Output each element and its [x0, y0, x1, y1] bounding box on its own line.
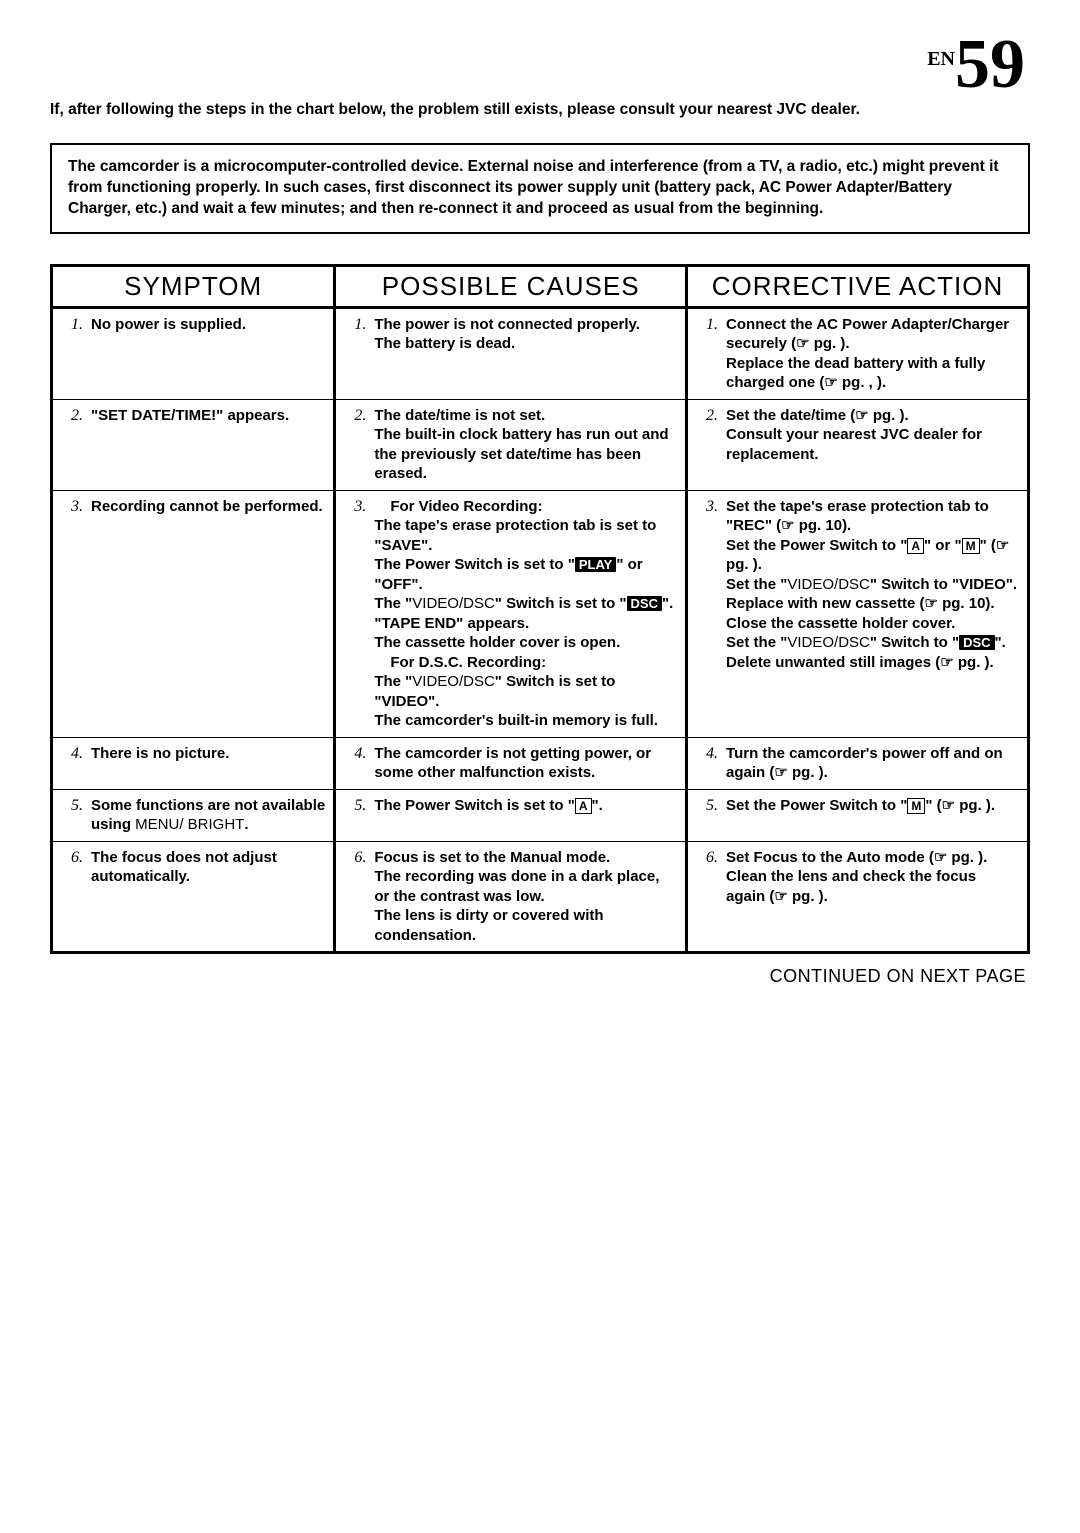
row-number: 2.: [690, 406, 726, 465]
header-action: CORRECTIVE ACTION: [687, 265, 1029, 307]
cell-body: The focus does not adjust automatically.: [91, 848, 331, 887]
table-row: 6.The focus does not adjust automaticall…: [52, 841, 1029, 953]
row-number: 3.: [338, 497, 374, 731]
header-symptom: SYMPTOM: [52, 265, 335, 307]
footer-continued: CONTINUED ON NEXT PAGE: [50, 966, 1030, 987]
cell-body: Recording cannot be performed.: [91, 497, 331, 518]
cell-body: There is no picture.: [91, 744, 331, 765]
cell-body: Some functions are not available using M…: [91, 796, 331, 835]
table-cell: 5.Some functions are not available using…: [52, 789, 335, 841]
row-number: 5.: [690, 796, 726, 817]
notice-box: The camcorder is a microcomputer-control…: [50, 143, 1030, 234]
table-cell: 2.Set the date/time (☞ pg. ).Consult you…: [687, 399, 1029, 490]
cell-body: Focus is set to the Manual mode.The reco…: [374, 848, 683, 946]
table-cell: 5.The Power Switch is set to "A".: [335, 789, 687, 841]
table-cell: 6.Set Focus to the Auto mode (☞ pg. ).Cl…: [687, 841, 1029, 953]
intro-text: If, after following the steps in the cha…: [50, 100, 1030, 121]
troubleshoot-table: SYMPTOM POSSIBLE CAUSES CORRECTIVE ACTIO…: [50, 264, 1030, 955]
row-number: 4.: [690, 744, 726, 783]
table-cell: 4.There is no picture.: [52, 737, 335, 789]
table-cell: 3.Set the tape's erase protection tab to…: [687, 490, 1029, 737]
cell-body: Set the Power Switch to "M" (☞ pg. ).: [726, 796, 1025, 817]
cell-body: The camcorder is not getting power, or s…: [374, 744, 683, 783]
row-number: 5.: [55, 796, 91, 835]
row-number: 1.: [55, 315, 91, 336]
cell-body: Turn the camcorder's power off and on ag…: [726, 744, 1025, 783]
cell-body: Set the tape's erase protection tab to "…: [726, 497, 1025, 673]
table-cell: 6.The focus does not adjust automaticall…: [52, 841, 335, 953]
table-cell: 6.Focus is set to the Manual mode.The re…: [335, 841, 687, 953]
table-cell: 2.The date/time is not set.The built-in …: [335, 399, 687, 490]
cell-body: Set the date/time (☞ pg. ).Consult your …: [726, 406, 1025, 465]
table-cell: 5.Set the Power Switch to "M" (☞ pg. ).: [687, 789, 1029, 841]
cell-body: No power is supplied.: [91, 315, 331, 336]
row-number: 5.: [338, 796, 374, 817]
row-number: 4.: [338, 744, 374, 783]
table-cell: 4.Turn the camcorder's power off and on …: [687, 737, 1029, 789]
row-number: 6.: [338, 848, 374, 946]
table-cell: 3.For Video Recording:The tape's erase p…: [335, 490, 687, 737]
row-number: 6.: [55, 848, 91, 887]
row-number: 2.: [338, 406, 374, 484]
row-number: 4.: [55, 744, 91, 765]
cell-body: Set Focus to the Auto mode (☞ pg. ).Clea…: [726, 848, 1025, 907]
table-cell: 1.Connect the AC Power Adapter/Charger s…: [687, 307, 1029, 399]
table-cell: 1.The power is not connected properly.Th…: [335, 307, 687, 399]
row-number: 1.: [690, 315, 726, 393]
table-row: 2."SET DATE/TIME!" appears.2.The date/ti…: [52, 399, 1029, 490]
row-number: 2.: [55, 406, 91, 427]
table-row: 1.No power is supplied.1.The power is no…: [52, 307, 1029, 399]
table-cell: 4.The camcorder is not getting power, or…: [335, 737, 687, 789]
cell-body: The date/time is not set.The built-in cl…: [374, 406, 683, 484]
table-cell: 2."SET DATE/TIME!" appears.: [52, 399, 335, 490]
table-row: 4.There is no picture.4.The camcorder is…: [52, 737, 1029, 789]
row-number: 1.: [338, 315, 374, 354]
page-number: EN59: [927, 30, 1025, 100]
table-row: 3.Recording cannot be performed.3.For Vi…: [52, 490, 1029, 737]
cell-body: The Power Switch is set to "A".: [374, 796, 683, 817]
cell-body: For Video Recording:The tape's erase pro…: [374, 497, 683, 731]
cell-body: "SET DATE/TIME!" appears.: [91, 406, 331, 427]
header-cause: POSSIBLE CAUSES: [335, 265, 687, 307]
table-cell: 3.Recording cannot be performed.: [52, 490, 335, 737]
row-number: 6.: [690, 848, 726, 907]
table-cell: 1.No power is supplied.: [52, 307, 335, 399]
row-number: 3.: [55, 497, 91, 518]
row-number: 3.: [690, 497, 726, 673]
table-row: 5.Some functions are not available using…: [52, 789, 1029, 841]
page-number-prefix: EN: [927, 48, 955, 70]
cell-body: The power is not connected properly.The …: [374, 315, 683, 354]
cell-body: Connect the AC Power Adapter/Charger sec…: [726, 315, 1025, 393]
page-number-value: 59: [955, 26, 1025, 103]
